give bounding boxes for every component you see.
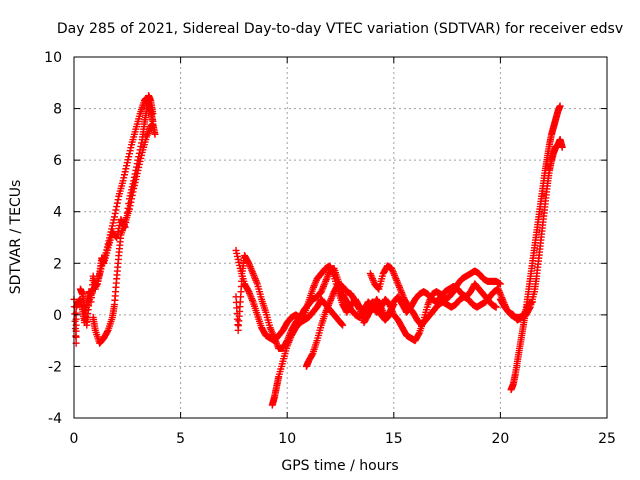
data-point xyxy=(492,303,500,311)
data-point xyxy=(556,102,564,110)
x-tick-label: 10 xyxy=(278,431,296,447)
y-tick-label: 0 xyxy=(53,308,62,324)
data-point xyxy=(132,166,140,174)
y-tick-label: -4 xyxy=(48,411,62,427)
series-layer xyxy=(70,92,566,409)
data-point xyxy=(526,304,534,312)
data-point xyxy=(71,310,79,318)
data-point xyxy=(120,222,128,230)
data-point xyxy=(112,206,120,214)
x-axis-label: GPS time / hours xyxy=(281,458,398,474)
series-trace-11 xyxy=(496,136,566,324)
data-point xyxy=(308,351,316,359)
data-point xyxy=(131,170,139,178)
data-point xyxy=(135,149,143,157)
data-point xyxy=(114,196,122,204)
data-point xyxy=(125,205,133,213)
data-point xyxy=(151,130,159,138)
data-point xyxy=(123,214,131,222)
data-point xyxy=(123,209,131,217)
data-point xyxy=(138,139,146,147)
y-axis-label: SDTVAR / TECUs xyxy=(8,180,24,295)
series-trace-8 xyxy=(302,280,398,370)
data-point xyxy=(137,142,145,150)
data-point xyxy=(496,280,504,288)
data-point xyxy=(130,173,138,181)
series-trace-6 xyxy=(232,252,504,352)
data-point xyxy=(389,302,397,310)
plot-frame xyxy=(73,56,608,419)
data-point xyxy=(111,213,119,221)
data-point xyxy=(136,146,144,154)
y-tick-label: 2 xyxy=(53,256,62,272)
series-trace-4 xyxy=(87,92,157,306)
x-tick-label: 0 xyxy=(70,431,79,447)
series-trace-7 xyxy=(268,295,347,409)
y-tick-label: 10 xyxy=(44,50,62,66)
x-tick-label: 25 xyxy=(598,431,616,447)
data-point xyxy=(121,223,129,231)
y-tick-label: 8 xyxy=(53,102,62,118)
data-point xyxy=(125,200,133,208)
series-trace-3 xyxy=(89,120,159,347)
data-point xyxy=(135,153,143,161)
series-trace-9 xyxy=(366,262,536,329)
x-tick-label: 15 xyxy=(385,431,403,447)
x-tick-label: 5 xyxy=(176,431,185,447)
data-point xyxy=(355,304,363,312)
data-point xyxy=(113,199,121,207)
grid xyxy=(74,57,607,418)
data-point xyxy=(122,218,130,226)
data-point xyxy=(133,160,141,168)
data-point xyxy=(149,110,157,118)
chart-title: Day 285 of 2021, Sidereal Day-to-day VTE… xyxy=(57,21,623,37)
data-point xyxy=(339,321,347,329)
y-tick-label: 4 xyxy=(53,205,62,221)
data-point xyxy=(558,143,566,151)
data-point xyxy=(133,163,141,171)
data-point xyxy=(103,328,111,336)
data-point xyxy=(130,177,138,185)
data-point xyxy=(124,204,132,212)
data-point xyxy=(113,203,121,211)
y-tick-label: 6 xyxy=(53,153,62,169)
data-point xyxy=(338,320,346,328)
data-point xyxy=(415,330,423,338)
data-point xyxy=(134,156,142,164)
data-point xyxy=(111,209,119,217)
axes: 0 5 10 15 20 25 -4 -2 0 2 4 6 8 10 xyxy=(44,50,616,447)
x-tick-label: 20 xyxy=(491,431,509,447)
y-tick-label: -2 xyxy=(48,359,62,375)
data-point xyxy=(390,301,398,309)
